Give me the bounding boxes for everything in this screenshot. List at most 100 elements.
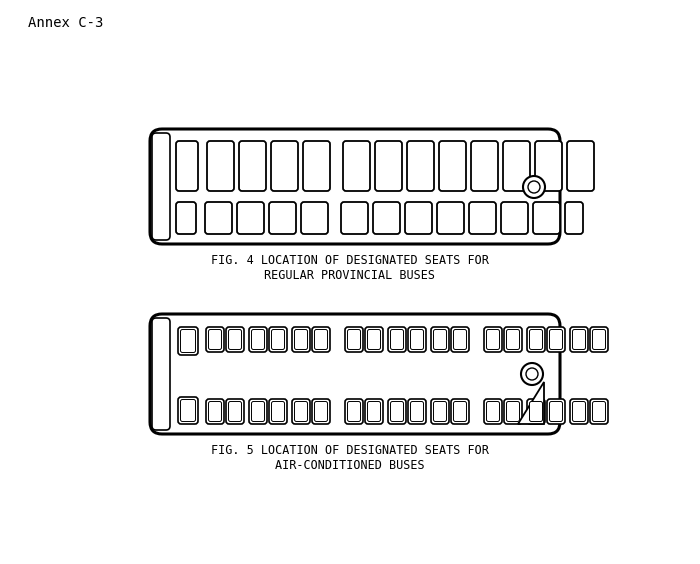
FancyBboxPatch shape <box>469 202 496 234</box>
FancyBboxPatch shape <box>206 399 224 424</box>
FancyBboxPatch shape <box>503 141 530 191</box>
FancyBboxPatch shape <box>228 402 242 421</box>
Circle shape <box>528 181 540 193</box>
FancyBboxPatch shape <box>547 399 565 424</box>
FancyBboxPatch shape <box>345 399 363 424</box>
FancyBboxPatch shape <box>181 399 195 421</box>
FancyBboxPatch shape <box>565 202 583 234</box>
FancyBboxPatch shape <box>570 399 588 424</box>
FancyBboxPatch shape <box>249 399 267 424</box>
FancyBboxPatch shape <box>237 202 264 234</box>
FancyBboxPatch shape <box>373 202 400 234</box>
FancyBboxPatch shape <box>176 141 198 191</box>
FancyBboxPatch shape <box>405 202 432 234</box>
FancyBboxPatch shape <box>228 329 242 350</box>
FancyBboxPatch shape <box>271 141 298 191</box>
FancyBboxPatch shape <box>592 329 606 350</box>
FancyBboxPatch shape <box>343 141 370 191</box>
Text: AIR-CONDITIONED BUSES: AIR-CONDITIONED BUSES <box>275 459 425 472</box>
FancyBboxPatch shape <box>150 314 560 434</box>
FancyBboxPatch shape <box>431 399 449 424</box>
FancyBboxPatch shape <box>570 327 588 352</box>
FancyBboxPatch shape <box>408 399 426 424</box>
FancyBboxPatch shape <box>209 329 221 350</box>
FancyBboxPatch shape <box>176 202 196 234</box>
FancyBboxPatch shape <box>410 402 424 421</box>
FancyBboxPatch shape <box>388 399 406 424</box>
FancyBboxPatch shape <box>312 399 330 424</box>
FancyBboxPatch shape <box>451 399 469 424</box>
FancyBboxPatch shape <box>504 327 522 352</box>
FancyBboxPatch shape <box>303 141 330 191</box>
FancyBboxPatch shape <box>433 329 447 350</box>
FancyBboxPatch shape <box>249 327 267 352</box>
FancyBboxPatch shape <box>550 329 563 350</box>
FancyBboxPatch shape <box>433 402 447 421</box>
FancyBboxPatch shape <box>347 402 360 421</box>
FancyBboxPatch shape <box>269 202 296 234</box>
FancyBboxPatch shape <box>269 399 287 424</box>
FancyBboxPatch shape <box>207 141 234 191</box>
FancyBboxPatch shape <box>205 202 232 234</box>
FancyBboxPatch shape <box>314 329 328 350</box>
FancyBboxPatch shape <box>451 327 469 352</box>
FancyBboxPatch shape <box>251 329 265 350</box>
FancyBboxPatch shape <box>388 327 406 352</box>
Circle shape <box>521 363 543 385</box>
FancyBboxPatch shape <box>345 327 363 352</box>
FancyBboxPatch shape <box>573 402 585 421</box>
FancyBboxPatch shape <box>150 129 560 244</box>
FancyBboxPatch shape <box>295 329 307 350</box>
FancyBboxPatch shape <box>292 327 310 352</box>
Text: Annex C-3: Annex C-3 <box>28 16 104 30</box>
FancyBboxPatch shape <box>269 327 287 352</box>
Text: REGULAR PROVINCIAL BUSES: REGULAR PROVINCIAL BUSES <box>265 269 435 282</box>
FancyBboxPatch shape <box>226 399 244 424</box>
FancyBboxPatch shape <box>550 402 563 421</box>
FancyBboxPatch shape <box>527 399 545 424</box>
FancyBboxPatch shape <box>301 202 328 234</box>
FancyBboxPatch shape <box>226 327 244 352</box>
FancyBboxPatch shape <box>501 202 528 234</box>
FancyBboxPatch shape <box>529 402 542 421</box>
FancyBboxPatch shape <box>529 329 542 350</box>
FancyBboxPatch shape <box>486 402 500 421</box>
FancyBboxPatch shape <box>507 402 519 421</box>
FancyBboxPatch shape <box>527 327 545 352</box>
FancyBboxPatch shape <box>590 327 608 352</box>
FancyBboxPatch shape <box>504 399 522 424</box>
FancyBboxPatch shape <box>391 329 403 350</box>
FancyBboxPatch shape <box>341 202 368 234</box>
Text: FIG. 4 LOCATION OF DESIGNATED SEATS FOR: FIG. 4 LOCATION OF DESIGNATED SEATS FOR <box>211 254 489 267</box>
FancyBboxPatch shape <box>272 329 284 350</box>
FancyBboxPatch shape <box>365 327 383 352</box>
Polygon shape <box>518 382 544 424</box>
FancyBboxPatch shape <box>181 329 195 352</box>
FancyBboxPatch shape <box>573 329 585 350</box>
FancyBboxPatch shape <box>368 402 381 421</box>
FancyBboxPatch shape <box>471 141 498 191</box>
FancyBboxPatch shape <box>368 329 381 350</box>
FancyBboxPatch shape <box>314 402 328 421</box>
FancyBboxPatch shape <box>239 141 266 191</box>
FancyBboxPatch shape <box>547 327 565 352</box>
FancyBboxPatch shape <box>454 329 466 350</box>
FancyBboxPatch shape <box>375 141 402 191</box>
FancyBboxPatch shape <box>590 399 608 424</box>
FancyBboxPatch shape <box>295 402 307 421</box>
FancyBboxPatch shape <box>292 399 310 424</box>
FancyBboxPatch shape <box>567 141 594 191</box>
FancyBboxPatch shape <box>486 329 500 350</box>
FancyBboxPatch shape <box>484 327 502 352</box>
FancyBboxPatch shape <box>535 141 562 191</box>
Circle shape <box>526 368 538 380</box>
FancyBboxPatch shape <box>312 327 330 352</box>
FancyBboxPatch shape <box>365 399 383 424</box>
FancyBboxPatch shape <box>206 327 224 352</box>
FancyBboxPatch shape <box>431 327 449 352</box>
FancyBboxPatch shape <box>391 402 403 421</box>
FancyBboxPatch shape <box>178 397 198 424</box>
FancyBboxPatch shape <box>454 402 466 421</box>
FancyBboxPatch shape <box>251 402 265 421</box>
FancyBboxPatch shape <box>439 141 466 191</box>
